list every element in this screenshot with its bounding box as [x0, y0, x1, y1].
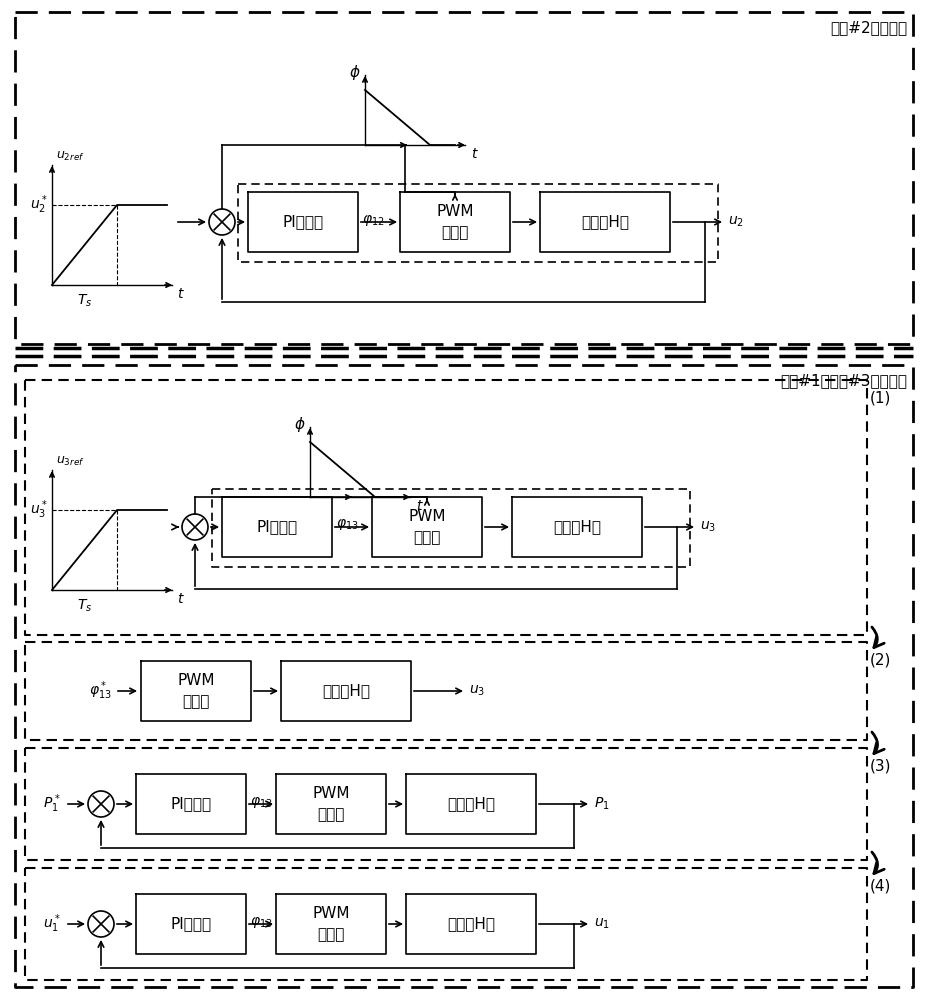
Text: $\phi$: $\phi$	[295, 414, 306, 434]
Text: PWM: PWM	[312, 786, 350, 801]
Text: $\varphi_{13}$: $\varphi_{13}$	[250, 914, 272, 930]
Text: $\varphi_{13}^*$: $\varphi_{13}^*$	[88, 680, 112, 702]
Text: PWM: PWM	[436, 204, 473, 219]
Text: $u_3^*$: $u_3^*$	[30, 499, 48, 521]
Text: $u_{3ref}$: $u_{3ref}$	[56, 455, 85, 468]
Text: 发生器: 发生器	[413, 530, 441, 545]
Text: (3): (3)	[870, 758, 892, 774]
Text: $u_3$: $u_3$	[469, 684, 485, 698]
Text: PWM: PWM	[408, 509, 445, 524]
Text: 发生器: 发生器	[182, 694, 209, 709]
Text: 变压器H桥: 变压器H桥	[553, 520, 601, 534]
Text: $\phi$: $\phi$	[350, 62, 361, 82]
Text: $u_{2ref}$: $u_{2ref}$	[56, 150, 85, 163]
FancyArrowPatch shape	[872, 627, 884, 648]
FancyArrowPatch shape	[872, 732, 884, 754]
Text: $u_2^*$: $u_2^*$	[30, 194, 48, 216]
Text: (1): (1)	[870, 390, 891, 406]
Text: $\varphi_{13}$: $\varphi_{13}$	[336, 518, 359, 532]
Text: 端口#2控制框图: 端口#2控制框图	[830, 20, 907, 35]
FancyArrowPatch shape	[872, 852, 884, 874]
Text: $t$: $t$	[177, 287, 185, 301]
Text: PWM: PWM	[312, 906, 350, 921]
Text: (4): (4)	[870, 879, 891, 894]
Text: PI控制器: PI控制器	[170, 796, 211, 812]
Text: $t$: $t$	[416, 499, 424, 513]
Text: $u_2$: $u_2$	[728, 215, 744, 229]
Text: PI控制器: PI控制器	[257, 520, 298, 534]
Text: $\varphi_{13}$: $\varphi_{13}$	[250, 794, 272, 810]
Text: (2): (2)	[870, 652, 891, 668]
Text: 发生器: 发生器	[317, 927, 345, 942]
Text: $u_1$: $u_1$	[594, 917, 610, 931]
Text: $t$: $t$	[177, 592, 185, 606]
Text: $P_1^*$: $P_1^*$	[43, 793, 60, 815]
Text: $u_1^*$: $u_1^*$	[43, 913, 61, 935]
Text: 端口#1和端口#3控制框图: 端口#1和端口#3控制框图	[780, 373, 907, 388]
Text: 发生器: 发生器	[442, 225, 469, 240]
Text: PI控制器: PI控制器	[283, 215, 324, 230]
Text: 变压器H桥: 变压器H桥	[447, 916, 495, 932]
Text: $T_s$: $T_s$	[77, 293, 92, 309]
Text: 变压器H桥: 变压器H桥	[322, 684, 370, 698]
Text: $u_3$: $u_3$	[700, 520, 716, 534]
Text: $t$: $t$	[471, 147, 479, 161]
Text: $\varphi_{12}$: $\varphi_{12}$	[362, 213, 384, 228]
Text: 变压器H桥: 变压器H桥	[581, 215, 629, 230]
Text: 变压器H桥: 变压器H桥	[447, 796, 495, 812]
Text: $T_s$: $T_s$	[77, 598, 92, 614]
Text: PWM: PWM	[178, 673, 215, 688]
Text: 发生器: 发生器	[317, 807, 345, 822]
Text: $P_1$: $P_1$	[594, 796, 610, 812]
Text: PI控制器: PI控制器	[170, 916, 211, 932]
